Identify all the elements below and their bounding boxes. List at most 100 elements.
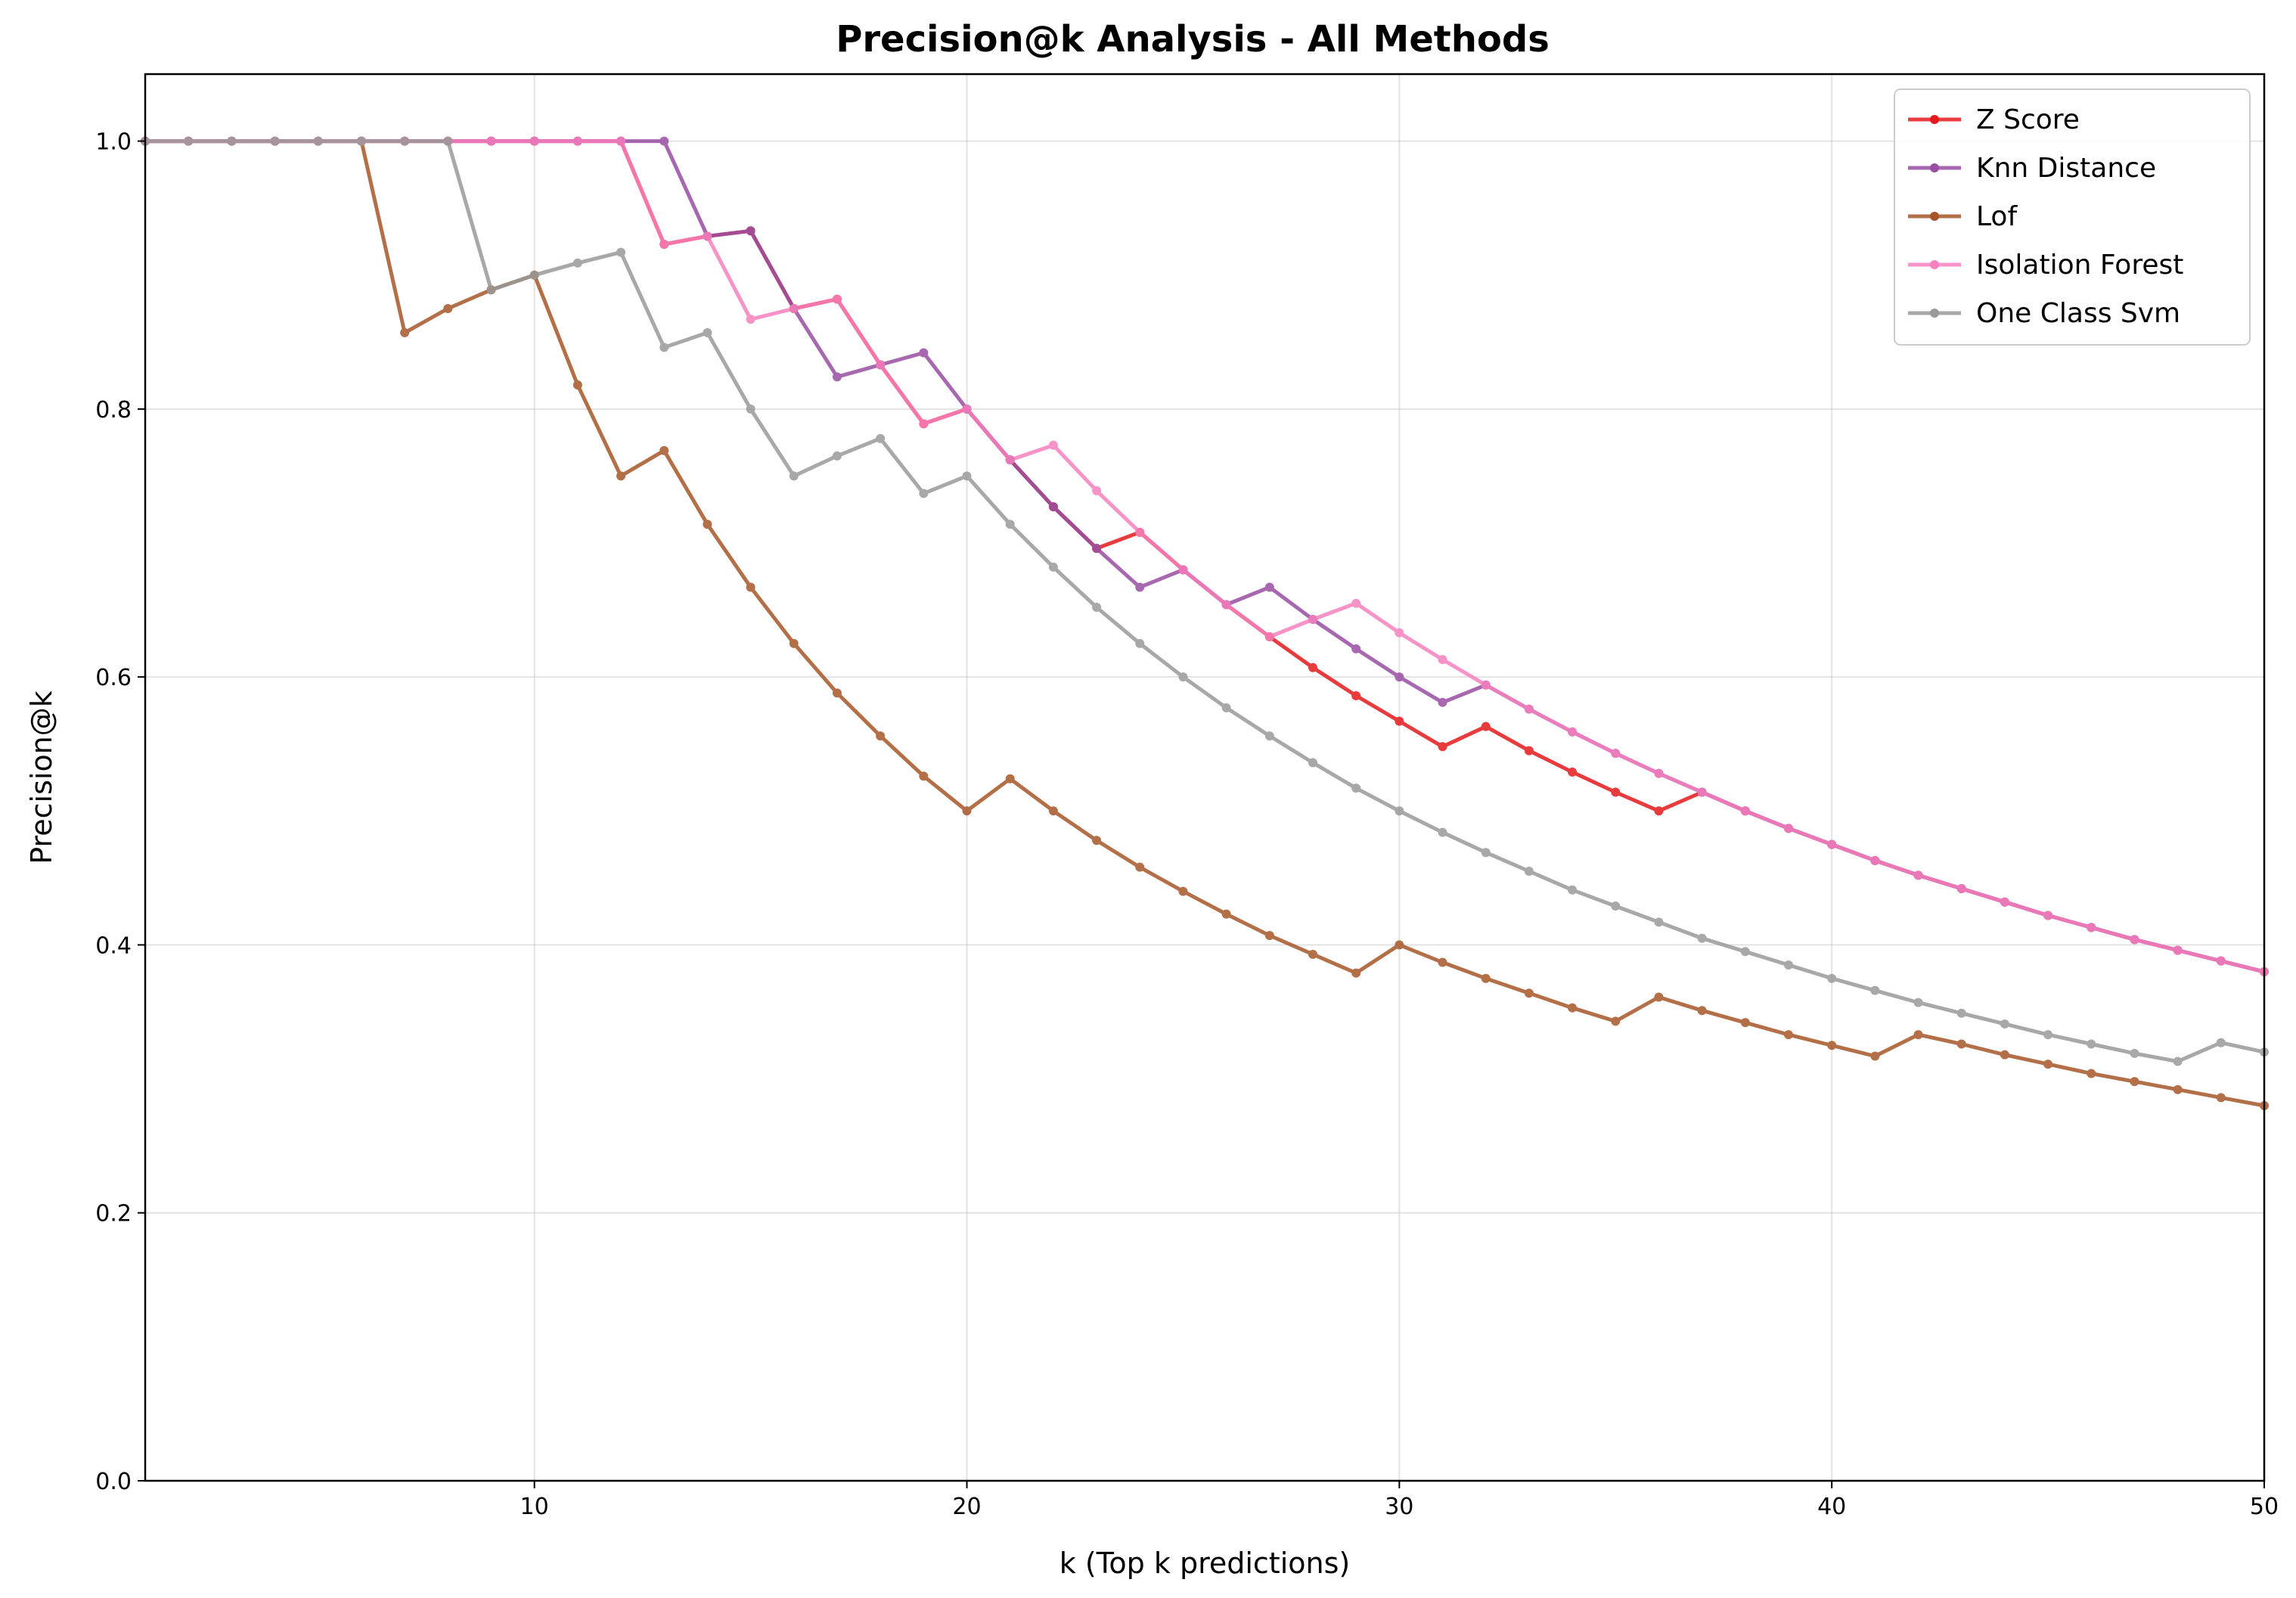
data-point-one-class-svm — [789, 471, 799, 481]
data-point-isolation-forest — [2043, 911, 2053, 920]
x-tick-label: 50 — [2250, 1494, 2279, 1520]
data-point-lof — [400, 327, 410, 337]
data-point-one-class-svm — [572, 258, 582, 268]
x-axis: 10 20 30 40 50 — [520, 1481, 2279, 1520]
data-point-isolation-forest — [2087, 923, 2096, 932]
plot-area-frame — [144, 73, 2266, 1482]
data-point-isolation-forest — [616, 136, 626, 146]
data-point-isolation-forest — [2000, 897, 2009, 907]
data-point-knn-distance — [1048, 502, 1058, 512]
data-point-lof — [1264, 931, 1274, 941]
legend-label: One Class Svm — [1976, 298, 2180, 329]
x-tick-label: 40 — [1817, 1494, 1846, 1520]
data-point-knn-distance — [1092, 544, 1102, 554]
data-point-isolation-forest — [1870, 855, 1880, 865]
data-point-isolation-forest — [1740, 806, 1750, 816]
data-point-z-score — [1438, 742, 1447, 752]
legend-marker — [1930, 163, 1939, 172]
data-point-isolation-forest — [1697, 787, 1707, 797]
data-point-one-class-svm — [1956, 1008, 1966, 1018]
data-point-isolation-forest — [919, 419, 929, 429]
data-point-lof — [1438, 957, 1447, 967]
data-point-one-class-svm — [2043, 1030, 2053, 1040]
data-point-z-score — [1568, 767, 1578, 777]
data-point-lof — [1568, 1003, 1578, 1013]
y-tick-label: 0.6 — [95, 665, 132, 691]
data-point-z-score — [1524, 746, 1534, 756]
data-point-isolation-forest — [486, 136, 496, 146]
data-point-lof — [1351, 968, 1361, 978]
data-point-lof — [789, 638, 799, 648]
data-point-lof — [2087, 1069, 2096, 1078]
y-tick-label: 1.0 — [95, 129, 132, 156]
data-point-isolation-forest — [659, 239, 669, 249]
data-point-one-class-svm — [1221, 703, 1231, 712]
data-point-knn-distance — [1438, 697, 1447, 707]
data-point-knn-distance — [832, 372, 842, 382]
data-point-lof — [1611, 1016, 1621, 1026]
data-point-isolation-forest — [789, 304, 799, 313]
data-point-one-class-svm — [616, 247, 626, 257]
data-point-one-class-svm — [876, 433, 886, 443]
data-point-isolation-forest — [1395, 628, 1404, 638]
data-point-one-class-svm — [1654, 917, 1664, 927]
data-point-z-score — [1395, 716, 1404, 726]
y-tick-label: 0.4 — [95, 932, 132, 959]
data-point-lof — [703, 520, 712, 529]
data-point-lof — [1048, 806, 1058, 816]
x-tick-label: 10 — [520, 1494, 549, 1520]
data-point-one-class-svm — [356, 136, 366, 146]
data-point-one-class-svm — [2173, 1057, 2183, 1066]
data-point-isolation-forest — [746, 315, 756, 324]
data-point-lof — [1913, 1030, 1923, 1040]
data-point-lof — [1308, 949, 1317, 959]
series-line-isolation-forest — [145, 139, 2265, 974]
data-point-knn-distance — [1264, 582, 1274, 592]
data-point-one-class-svm — [270, 136, 280, 146]
data-point-isolation-forest — [832, 294, 842, 304]
data-point-isolation-forest — [1481, 680, 1491, 690]
data-point-lof — [616, 471, 626, 481]
data-point-isolation-forest — [529, 136, 539, 146]
data-point-lof — [2130, 1077, 2139, 1087]
data-point-lof — [1783, 1030, 1793, 1040]
y-axis-label: Precision@k — [25, 690, 58, 864]
data-point-isolation-forest — [1178, 565, 1188, 575]
data-point-isolation-forest — [1611, 749, 1621, 759]
data-point-lof — [1870, 1051, 1880, 1061]
chart-title: Precision@k Analysis - All Methods — [836, 18, 1550, 61]
data-point-one-class-svm — [1870, 985, 1880, 995]
data-point-one-class-svm — [832, 451, 842, 461]
data-point-z-score — [1308, 662, 1317, 672]
legend-label: Isolation Forest — [1976, 250, 2183, 281]
data-point-one-class-svm — [962, 471, 972, 481]
data-point-one-class-svm — [1524, 867, 1534, 876]
data-point-lof — [1135, 862, 1145, 872]
data-point-one-class-svm — [1611, 901, 1621, 911]
data-point-one-class-svm — [1351, 783, 1361, 793]
data-point-knn-distance — [919, 348, 929, 358]
data-point-one-class-svm — [1395, 806, 1404, 816]
legend-item-knn-distance: Knn Distance — [1908, 153, 2156, 184]
legend-label: Lof — [1976, 201, 2018, 232]
data-point-one-class-svm — [659, 343, 669, 352]
data-point-one-class-svm — [1264, 731, 1274, 741]
data-point-isolation-forest — [1351, 598, 1361, 608]
legend-item-lof: Lof — [1908, 201, 2018, 232]
data-point-knn-distance — [659, 136, 669, 146]
data-point-lof — [746, 582, 756, 592]
legend: Z Score Knn Distance Lof Isolation Forest On… — [1894, 88, 2251, 346]
data-point-one-class-svm — [2000, 1019, 2009, 1029]
data-point-one-class-svm — [1783, 960, 1793, 970]
data-point-isolation-forest — [2216, 956, 2226, 966]
x-tick-label: 20 — [952, 1494, 981, 1520]
legend-marker — [1930, 309, 1939, 318]
data-point-one-class-svm — [486, 285, 496, 295]
data-point-one-class-svm — [227, 136, 237, 146]
data-point-lof — [1524, 988, 1534, 998]
legend-marker — [1930, 115, 1939, 124]
data-point-isolation-forest — [1092, 486, 1102, 495]
data-point-one-class-svm — [443, 136, 453, 146]
data-point-isolation-forest — [1048, 440, 1058, 450]
